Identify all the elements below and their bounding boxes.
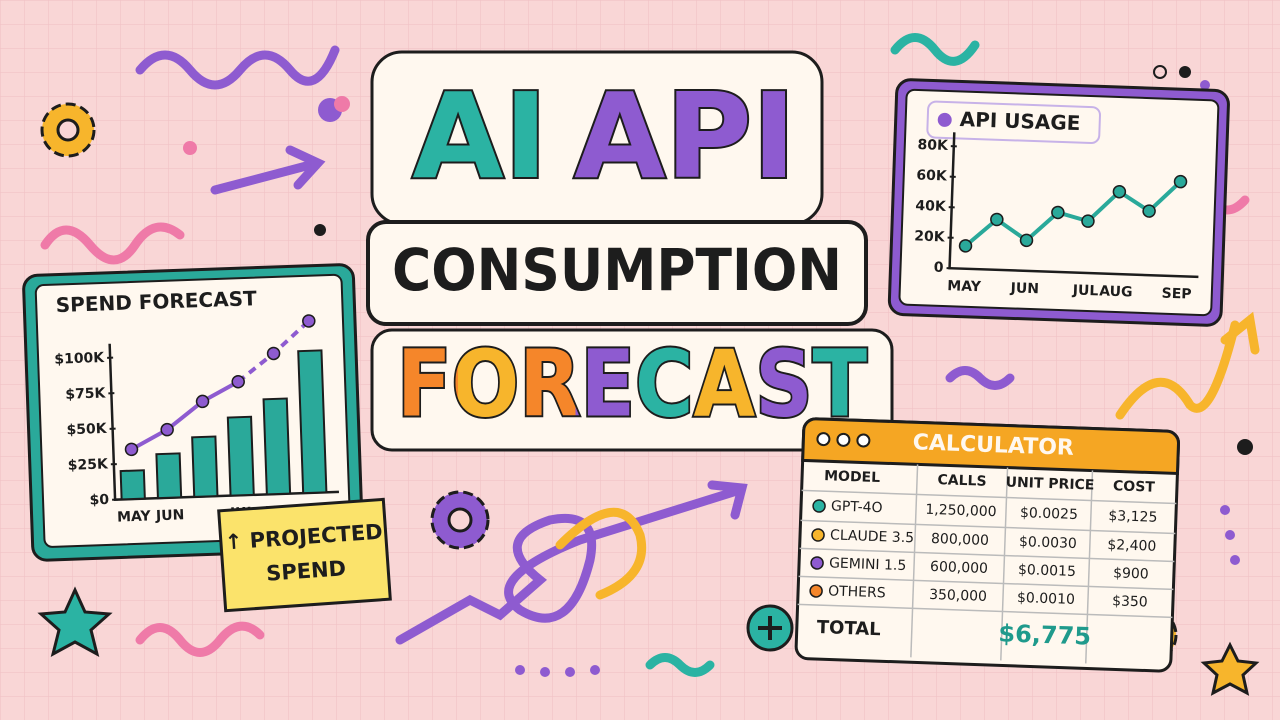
cell: 350,000 xyxy=(929,587,987,605)
cell: GPT-4O xyxy=(831,498,883,516)
usage-panel: API USAGE 0 20K 40K 60K 80K MAY JUN JUL AUG SEP xyxy=(887,78,1230,327)
point xyxy=(124,442,139,457)
y-tick-label: 60K xyxy=(916,167,948,184)
add-button[interactable] xyxy=(746,604,794,652)
point xyxy=(231,374,245,389)
bar xyxy=(262,397,292,496)
bar xyxy=(297,349,328,495)
cell: $350 xyxy=(1112,593,1148,610)
cell: 1,250,000 xyxy=(925,502,997,520)
bar xyxy=(155,452,183,500)
point xyxy=(1081,214,1095,228)
axis xyxy=(108,343,339,501)
point xyxy=(1173,174,1188,189)
point xyxy=(958,239,973,253)
line xyxy=(130,379,240,452)
x-tick-label: MAY xyxy=(947,278,982,295)
spend-panel: SPEND FORECAST$0$25K$50K$75K$100KMAYJUNJ… xyxy=(22,263,364,562)
y-tick-label: $75K xyxy=(65,385,107,402)
title-line: CONSUMPTION xyxy=(392,236,842,304)
cell: $0.0030 xyxy=(1019,534,1077,552)
y-tick-label: 0 xyxy=(934,260,945,276)
x-tick-label: JUL xyxy=(1072,282,1099,299)
cell: GEMINI 1.5 xyxy=(829,555,907,574)
row-dot xyxy=(809,584,823,598)
subtitle-box xyxy=(366,220,868,326)
y-tick-label: 40K xyxy=(915,198,947,215)
point xyxy=(195,394,210,409)
cell: CLAUDE 3.5 xyxy=(830,527,915,546)
total-cost: $6,775 xyxy=(998,619,1092,650)
title-block: AI API CONSUMPTION FORECAST xyxy=(366,50,894,452)
point xyxy=(1051,205,1065,220)
point xyxy=(990,212,1004,227)
y-tick-label: $50K xyxy=(66,421,108,438)
bar xyxy=(119,469,146,501)
cell: 600,000 xyxy=(930,559,988,577)
x-tick-label: AUG xyxy=(1099,283,1133,300)
column-header: UNIT PRICE xyxy=(1005,475,1094,494)
cell: $0.0015 xyxy=(1018,562,1076,580)
y-tick-label: 80K xyxy=(917,137,949,154)
row-dot xyxy=(812,499,826,513)
calculator: CALCULATOR MODEL CALLS UNIT PRICE COST GPT-4O… xyxy=(794,417,1180,673)
cell: $2,400 xyxy=(1107,537,1157,555)
y-tick-label: $25K xyxy=(68,456,110,473)
column-header: CALLS xyxy=(937,472,987,490)
total-label: TOTAL xyxy=(816,617,881,640)
cell: 800,000 xyxy=(931,531,989,549)
forecast-sticker xyxy=(370,328,894,452)
point xyxy=(1019,233,1034,248)
cell: $3,125 xyxy=(1108,508,1158,526)
calculator-title: CALCULATOR xyxy=(912,430,1074,461)
row-dot xyxy=(810,556,824,570)
x-tick-label: MAY xyxy=(117,508,152,525)
bar xyxy=(191,435,219,498)
axis xyxy=(948,132,1199,279)
bar xyxy=(226,415,255,497)
cell: OTHERS xyxy=(828,583,886,601)
row-dot xyxy=(811,528,825,542)
x-tick-label: JUN xyxy=(1009,280,1039,297)
cell: $900 xyxy=(1113,565,1149,582)
point xyxy=(266,346,281,361)
cell: $0.0010 xyxy=(1017,590,1075,608)
y-tick-label: $100K xyxy=(54,350,105,368)
title-line: FORECAST xyxy=(397,330,867,437)
column-header: COST xyxy=(1113,478,1156,495)
chart-title: API USAGE xyxy=(959,107,1081,135)
y-tick-label: $0 xyxy=(89,492,109,509)
column-header: MODEL xyxy=(824,468,881,486)
title-word: AI xyxy=(412,67,547,205)
y-tick-label: 20K xyxy=(914,228,946,245)
title-word: API xyxy=(574,67,796,205)
note: ↑ PROJECTED SPEND xyxy=(217,497,392,613)
point xyxy=(1112,184,1127,199)
point xyxy=(1142,204,1156,218)
x-tick-label: SEP xyxy=(1161,286,1191,303)
point xyxy=(302,314,316,328)
point xyxy=(160,422,174,437)
cell: $0.0025 xyxy=(1020,505,1078,523)
note-text: SPEND xyxy=(265,556,346,586)
x-tick-label: JUN xyxy=(155,507,185,524)
